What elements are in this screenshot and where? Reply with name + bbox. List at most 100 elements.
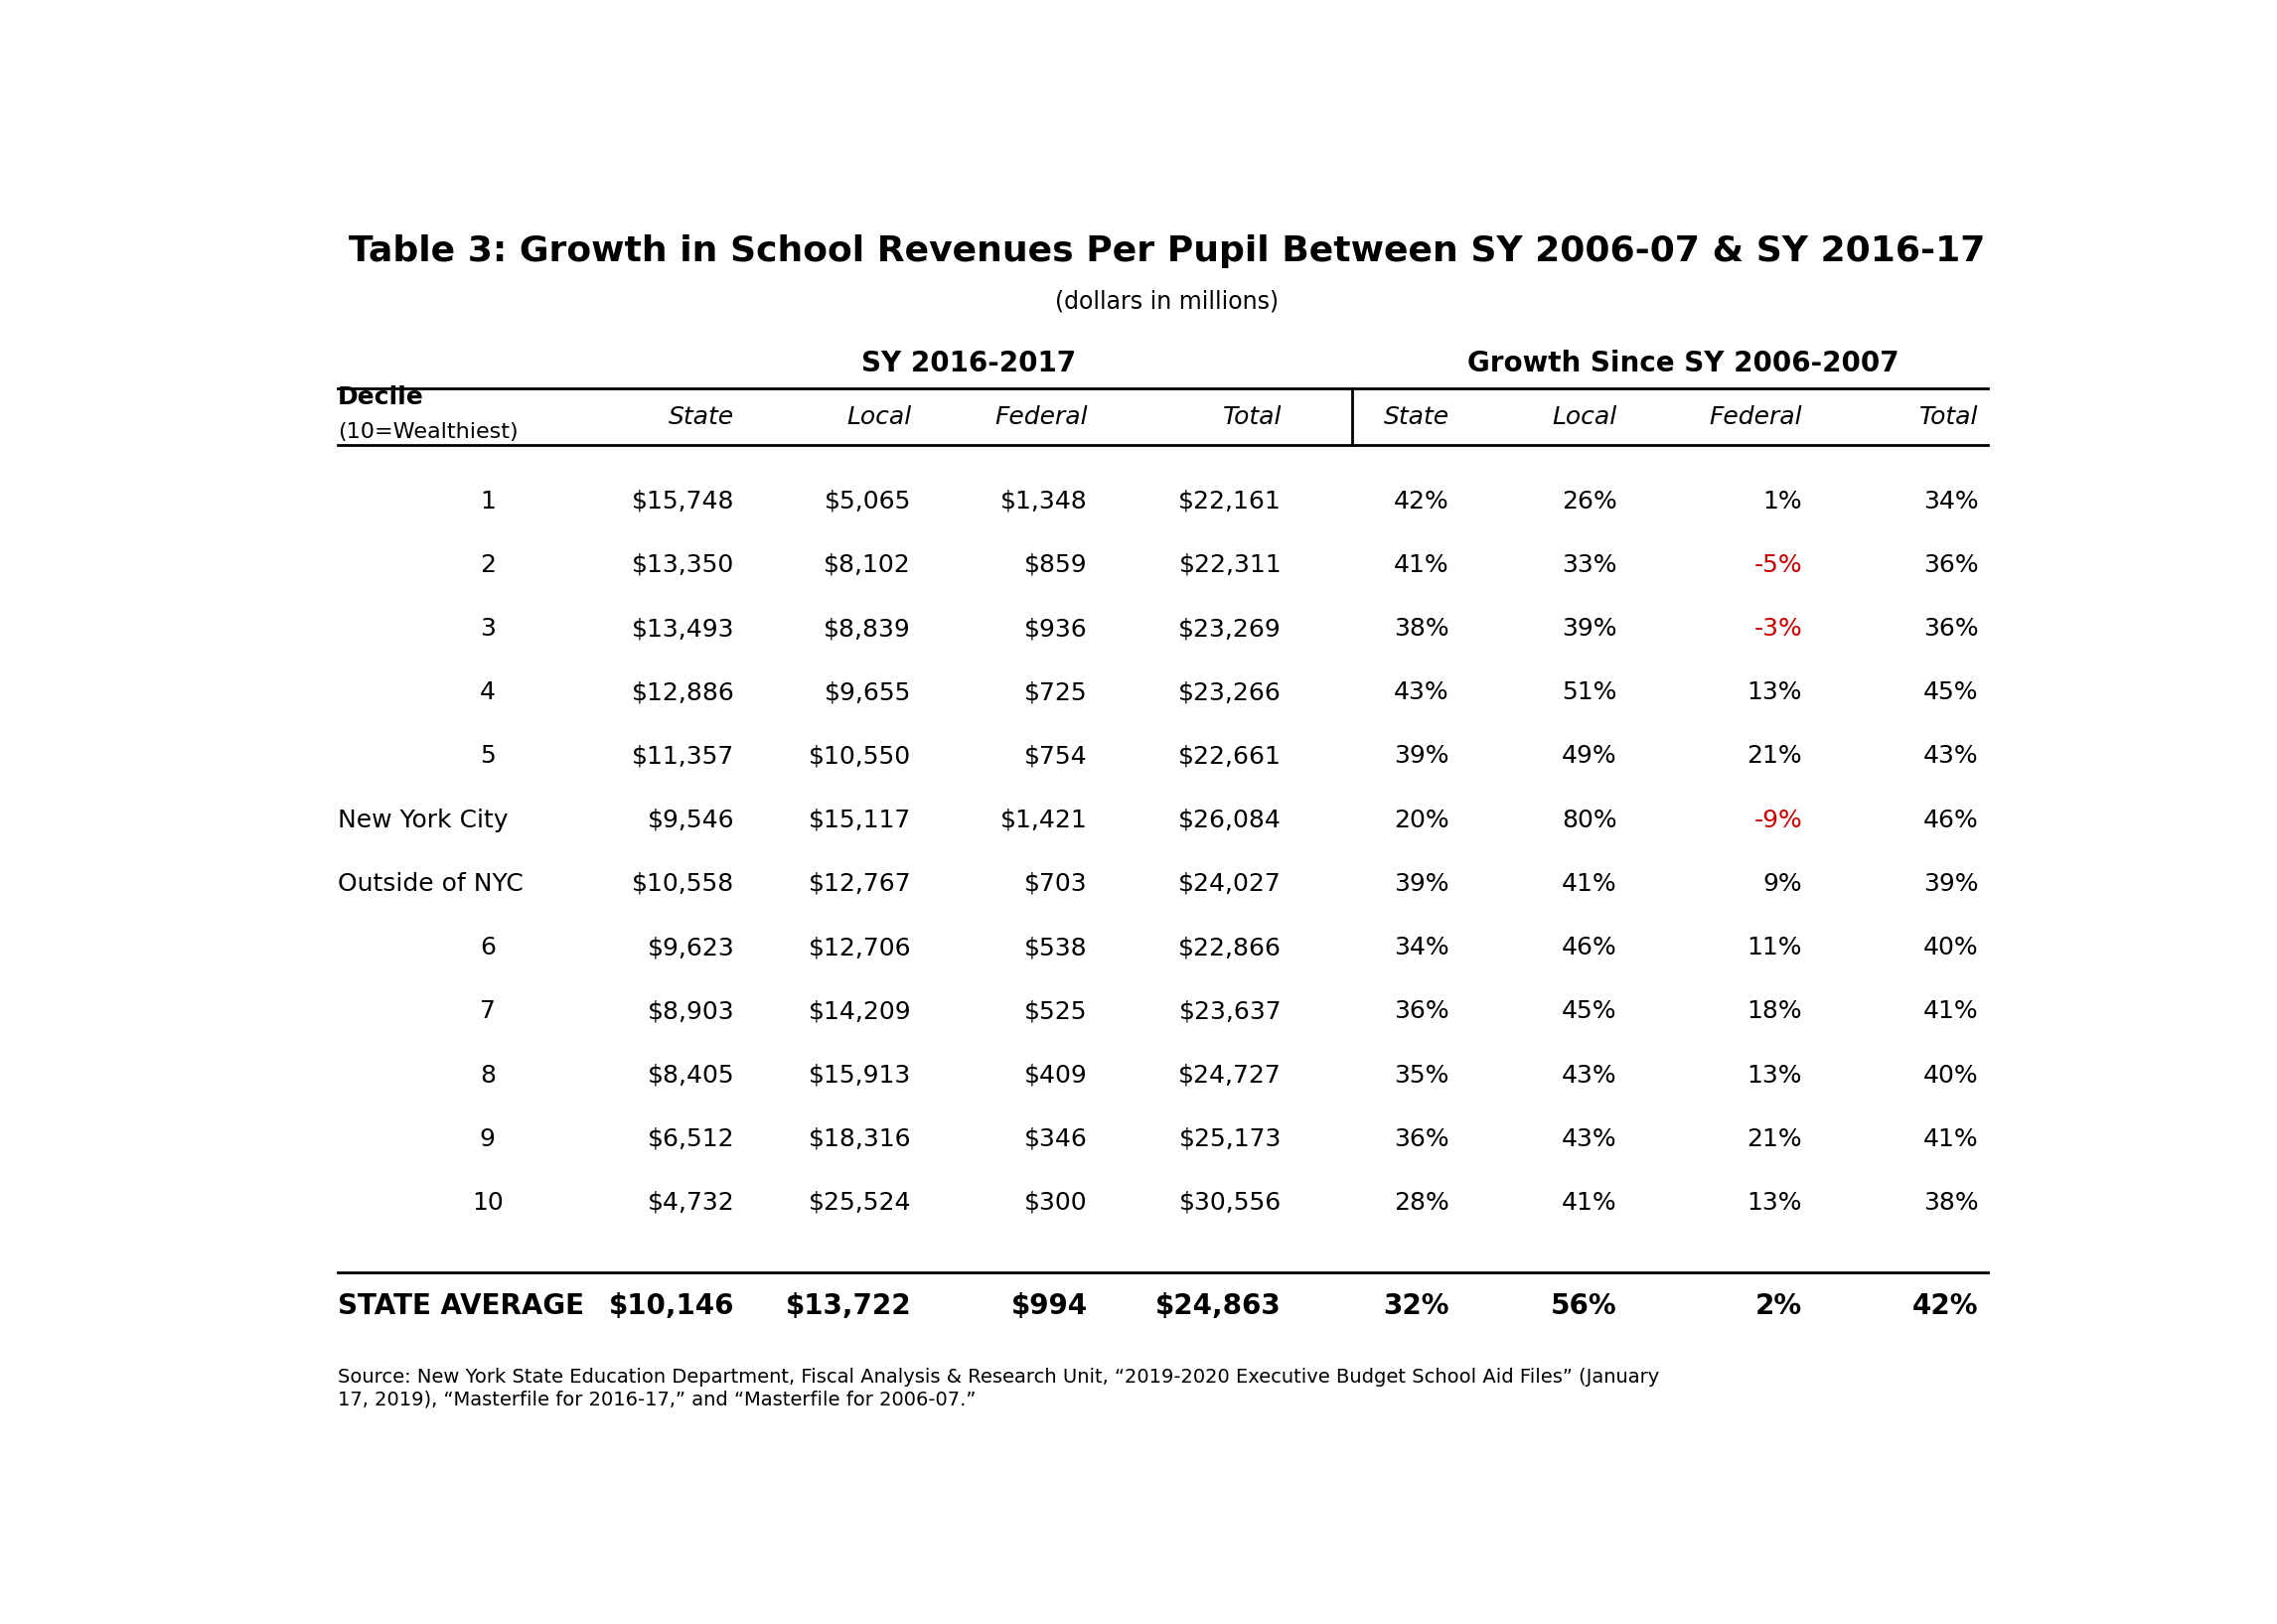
Text: 8: 8 [480,1064,496,1086]
Text: 39%: 39% [1562,617,1617,641]
Text: Growth Since SY 2006-2007: Growth Since SY 2006-2007 [1466,349,1899,378]
Text: 1: 1 [480,489,496,513]
Text: $8,839: $8,839 [824,617,911,641]
Text: Total: Total [1920,406,1979,429]
Text: $703: $703 [1025,872,1088,896]
Text: STATE AVERAGE: STATE AVERAGE [337,1293,583,1320]
Text: $13,350: $13,350 [633,554,735,577]
Text: 9: 9 [480,1127,496,1151]
Text: 39%: 39% [1394,744,1450,768]
Text: 10: 10 [471,1190,503,1215]
Text: $538: $538 [1025,935,1088,960]
Text: $25,173: $25,173 [1179,1127,1282,1151]
Text: $9,546: $9,546 [647,809,735,831]
Text: $6,512: $6,512 [647,1127,735,1151]
Text: Total: Total [1223,406,1282,429]
Text: 42%: 42% [1913,1293,1979,1320]
Text: $10,558: $10,558 [633,872,735,896]
Text: $22,866: $22,866 [1177,935,1282,960]
Text: Local: Local [1553,406,1617,429]
Text: 21%: 21% [1746,744,1803,768]
Text: 41%: 41% [1562,872,1617,896]
Text: 36%: 36% [1924,554,1979,577]
Text: 36%: 36% [1924,617,1979,641]
Text: $30,556: $30,556 [1179,1190,1282,1215]
Text: 28%: 28% [1394,1190,1450,1215]
Text: $13,722: $13,722 [786,1293,911,1320]
Text: $22,161: $22,161 [1179,489,1282,513]
Text: 34%: 34% [1924,489,1979,513]
Text: New York City: New York City [337,809,508,831]
Text: 33%: 33% [1562,554,1617,577]
Text: 51%: 51% [1562,680,1617,705]
Text: -3%: -3% [1753,617,1803,641]
Text: $15,748: $15,748 [631,489,735,513]
Text: $8,903: $8,903 [647,999,735,1023]
Text: 36%: 36% [1394,1127,1450,1151]
Text: Federal: Federal [1710,406,1803,429]
Text: $23,637: $23,637 [1179,999,1282,1023]
Text: $12,886: $12,886 [631,680,735,705]
Text: Table 3: Growth in School Revenues Per Pupil Between SY 2006-07 & SY 2016-17: Table 3: Growth in School Revenues Per P… [348,234,1986,268]
Text: $23,269: $23,269 [1179,617,1282,641]
Text: $1,348: $1,348 [1000,489,1088,513]
Text: $9,655: $9,655 [824,680,911,705]
Text: $8,405: $8,405 [647,1064,735,1086]
Text: 41%: 41% [1562,1190,1617,1215]
Text: -9%: -9% [1753,809,1803,831]
Text: Source: New York State Education Department, Fiscal Analysis & Research Unit, “2: Source: New York State Education Departm… [337,1367,1660,1408]
Text: 21%: 21% [1746,1127,1803,1151]
Text: $18,316: $18,316 [808,1127,911,1151]
Text: $409: $409 [1025,1064,1088,1086]
Text: $300: $300 [1025,1190,1088,1215]
Text: 49%: 49% [1562,744,1617,768]
Text: 41%: 41% [1924,999,1979,1023]
Text: $22,661: $22,661 [1179,744,1282,768]
Text: 26%: 26% [1562,489,1617,513]
Text: 41%: 41% [1394,554,1450,577]
Text: 6: 6 [480,935,496,960]
Text: $9,623: $9,623 [647,935,735,960]
Text: 9%: 9% [1762,872,1803,896]
Text: 32%: 32% [1382,1293,1450,1320]
Text: 43%: 43% [1924,744,1979,768]
Text: 13%: 13% [1746,680,1803,705]
Text: 2: 2 [480,554,496,577]
Text: 40%: 40% [1924,935,1979,960]
Text: 46%: 46% [1924,809,1979,831]
Text: $994: $994 [1011,1293,1088,1320]
Text: 7: 7 [480,999,496,1023]
Text: $10,146: $10,146 [608,1293,735,1320]
Text: 45%: 45% [1924,680,1979,705]
Text: 18%: 18% [1746,999,1803,1023]
Text: State: State [1384,406,1450,429]
Text: $12,767: $12,767 [808,872,911,896]
Text: $23,266: $23,266 [1179,680,1282,705]
Text: $346: $346 [1025,1127,1088,1151]
Text: 40%: 40% [1924,1064,1979,1086]
Text: 43%: 43% [1394,680,1450,705]
Text: 13%: 13% [1746,1064,1803,1086]
Text: $12,706: $12,706 [808,935,911,960]
Text: $24,027: $24,027 [1179,872,1282,896]
Text: 80%: 80% [1562,809,1617,831]
Text: SY 2016-2017: SY 2016-2017 [861,349,1075,378]
Text: 2%: 2% [1756,1293,1803,1320]
Text: 39%: 39% [1924,872,1979,896]
Text: $8,102: $8,102 [824,554,911,577]
Text: $14,209: $14,209 [808,999,911,1023]
Text: $754: $754 [1025,744,1088,768]
Text: $22,311: $22,311 [1179,554,1282,577]
Text: 42%: 42% [1394,489,1450,513]
Text: $525: $525 [1025,999,1088,1023]
Text: $15,913: $15,913 [808,1064,911,1086]
Text: $5,065: $5,065 [824,489,911,513]
Text: Decile: Decile [337,385,424,409]
Text: $1,421: $1,421 [1000,809,1088,831]
Text: $725: $725 [1025,680,1088,705]
Text: 11%: 11% [1746,935,1803,960]
Text: (10=Wealthiest): (10=Wealthiest) [337,422,517,442]
Text: 13%: 13% [1746,1190,1803,1215]
Text: $26,084: $26,084 [1179,809,1282,831]
Text: 34%: 34% [1394,935,1450,960]
